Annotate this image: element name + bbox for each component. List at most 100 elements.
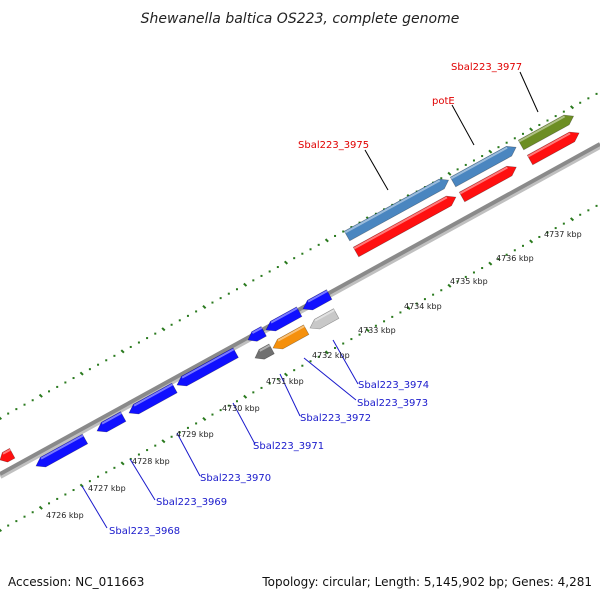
gene-red-1-body — [352, 195, 457, 258]
leader-sbal223-3977 — [519, 71, 539, 113]
tick-minor — [276, 266, 279, 269]
gene-label-forward: Sbal223_3975 — [298, 140, 369, 151]
tick-major — [161, 439, 166, 444]
tick-major — [488, 149, 493, 154]
gene-pote-body — [449, 145, 517, 188]
leader-sbal223-3973 — [303, 357, 357, 401]
tick-minor — [7, 524, 10, 527]
tick-minor — [178, 431, 181, 434]
tick-major — [243, 394, 248, 399]
tick-minor — [219, 297, 222, 300]
tick-label: 4735 kbp — [450, 277, 488, 286]
features — [0, 114, 580, 468]
gene-darkgray — [254, 343, 275, 360]
tick-minor — [170, 323, 173, 326]
gene-orange-shine — [277, 325, 305, 342]
gene-orange-body — [272, 324, 310, 350]
tick-minor — [481, 267, 484, 270]
gene-sbal223-3974-blue-shine — [307, 290, 328, 303]
leader-sbal223-3975 — [364, 149, 389, 191]
gene-label-reverse: Sbal223_3973 — [357, 398, 428, 409]
gene-sbal223-3977 — [517, 114, 575, 151]
gene-sbal223-3968 — [35, 433, 89, 468]
tick-minor — [342, 230, 345, 233]
tick-minor — [64, 381, 67, 384]
tick-minor — [235, 288, 238, 291]
tick-minor — [521, 244, 524, 247]
tick-minor — [309, 248, 312, 251]
leader-sbal223-3972 — [279, 373, 301, 417]
tick-minor — [88, 368, 91, 371]
tick-minor — [31, 511, 34, 514]
tick-minor — [472, 159, 475, 162]
tick-minor — [105, 471, 108, 474]
tick-major — [447, 171, 452, 176]
tick-label: 4729 kbp — [176, 430, 214, 439]
tick-minor — [72, 489, 75, 492]
gene-sbal223-3968-shine — [40, 434, 84, 460]
tick-minor — [456, 280, 459, 283]
gene-sbal223-3975-body — [343, 178, 450, 242]
tick-minor — [579, 213, 582, 216]
gene-pote — [449, 145, 517, 188]
gene-label-reverse: Sbal223_3970 — [200, 473, 271, 484]
gene-red-2 — [458, 165, 517, 203]
tick-minor — [186, 426, 189, 429]
tick-minor — [342, 342, 345, 345]
tick-minor — [554, 227, 557, 230]
tick-minor — [595, 204, 598, 207]
tick-minor — [170, 435, 173, 438]
genome-backbone — [0, 142, 600, 476]
tick-minor — [113, 466, 116, 469]
tick-minor — [129, 345, 132, 348]
tick-minor — [88, 480, 91, 483]
tick-minor — [146, 449, 149, 452]
tick-major — [38, 505, 43, 510]
label-leaders — [81, 71, 539, 529]
tick-major — [120, 461, 125, 466]
tick-minor — [15, 408, 18, 411]
tick-labels: 4726 kbp 4727 kbp 4728 kbp 4729 kbp 4730 kbp… — [46, 230, 582, 520]
tick-minor — [72, 377, 75, 380]
gene-red-3 — [526, 131, 580, 166]
tick-major — [406, 306, 411, 311]
gene-red-3-shine — [527, 132, 571, 158]
tick-major — [283, 260, 289, 265]
tick-major — [529, 239, 534, 244]
tick-label: 4731 kbp — [266, 377, 304, 386]
tick-minor — [546, 231, 549, 234]
tick-minor — [374, 212, 377, 215]
tick-minor — [293, 257, 296, 260]
tick-minor — [293, 369, 296, 372]
tick-minor — [301, 364, 304, 367]
gene-sbal223-3977-body — [517, 114, 575, 151]
tick-minor — [23, 515, 26, 518]
gene-sbal223-3969-shine — [101, 412, 122, 425]
tick-major — [243, 282, 248, 287]
tick-major — [324, 350, 329, 355]
tick-minor — [186, 314, 189, 317]
leader-sbal223-3970 — [176, 432, 201, 477]
gene-red-2-shine — [459, 166, 508, 195]
tick-minor — [399, 311, 402, 314]
tick-minor — [154, 444, 157, 447]
tick-minor — [554, 115, 557, 118]
gene-sbal223-3973-blue-shine — [270, 307, 298, 324]
gene-sbal223-3973-blue — [265, 306, 303, 332]
tick-minor — [481, 155, 484, 158]
tick-major — [570, 105, 575, 110]
genome-summary-text: Topology: circular; Length: 5,145,902 bp… — [261, 575, 592, 589]
tick-minor — [334, 346, 337, 349]
tick-minor — [497, 258, 500, 261]
gene-sbal223-3969 — [96, 411, 127, 433]
tick-minor — [546, 119, 549, 122]
tick-major — [0, 528, 3, 533]
gene-label-forward: Sbal223_3977 — [451, 62, 522, 73]
tick-minor — [472, 271, 475, 274]
tick-major — [202, 305, 207, 310]
tick-minor — [513, 137, 516, 140]
tick-minor — [227, 404, 230, 407]
gene-red-edge-shine — [2, 448, 11, 455]
gene-label-reverse: Sbal223_3968 — [109, 526, 180, 537]
tick-minor — [48, 390, 51, 393]
